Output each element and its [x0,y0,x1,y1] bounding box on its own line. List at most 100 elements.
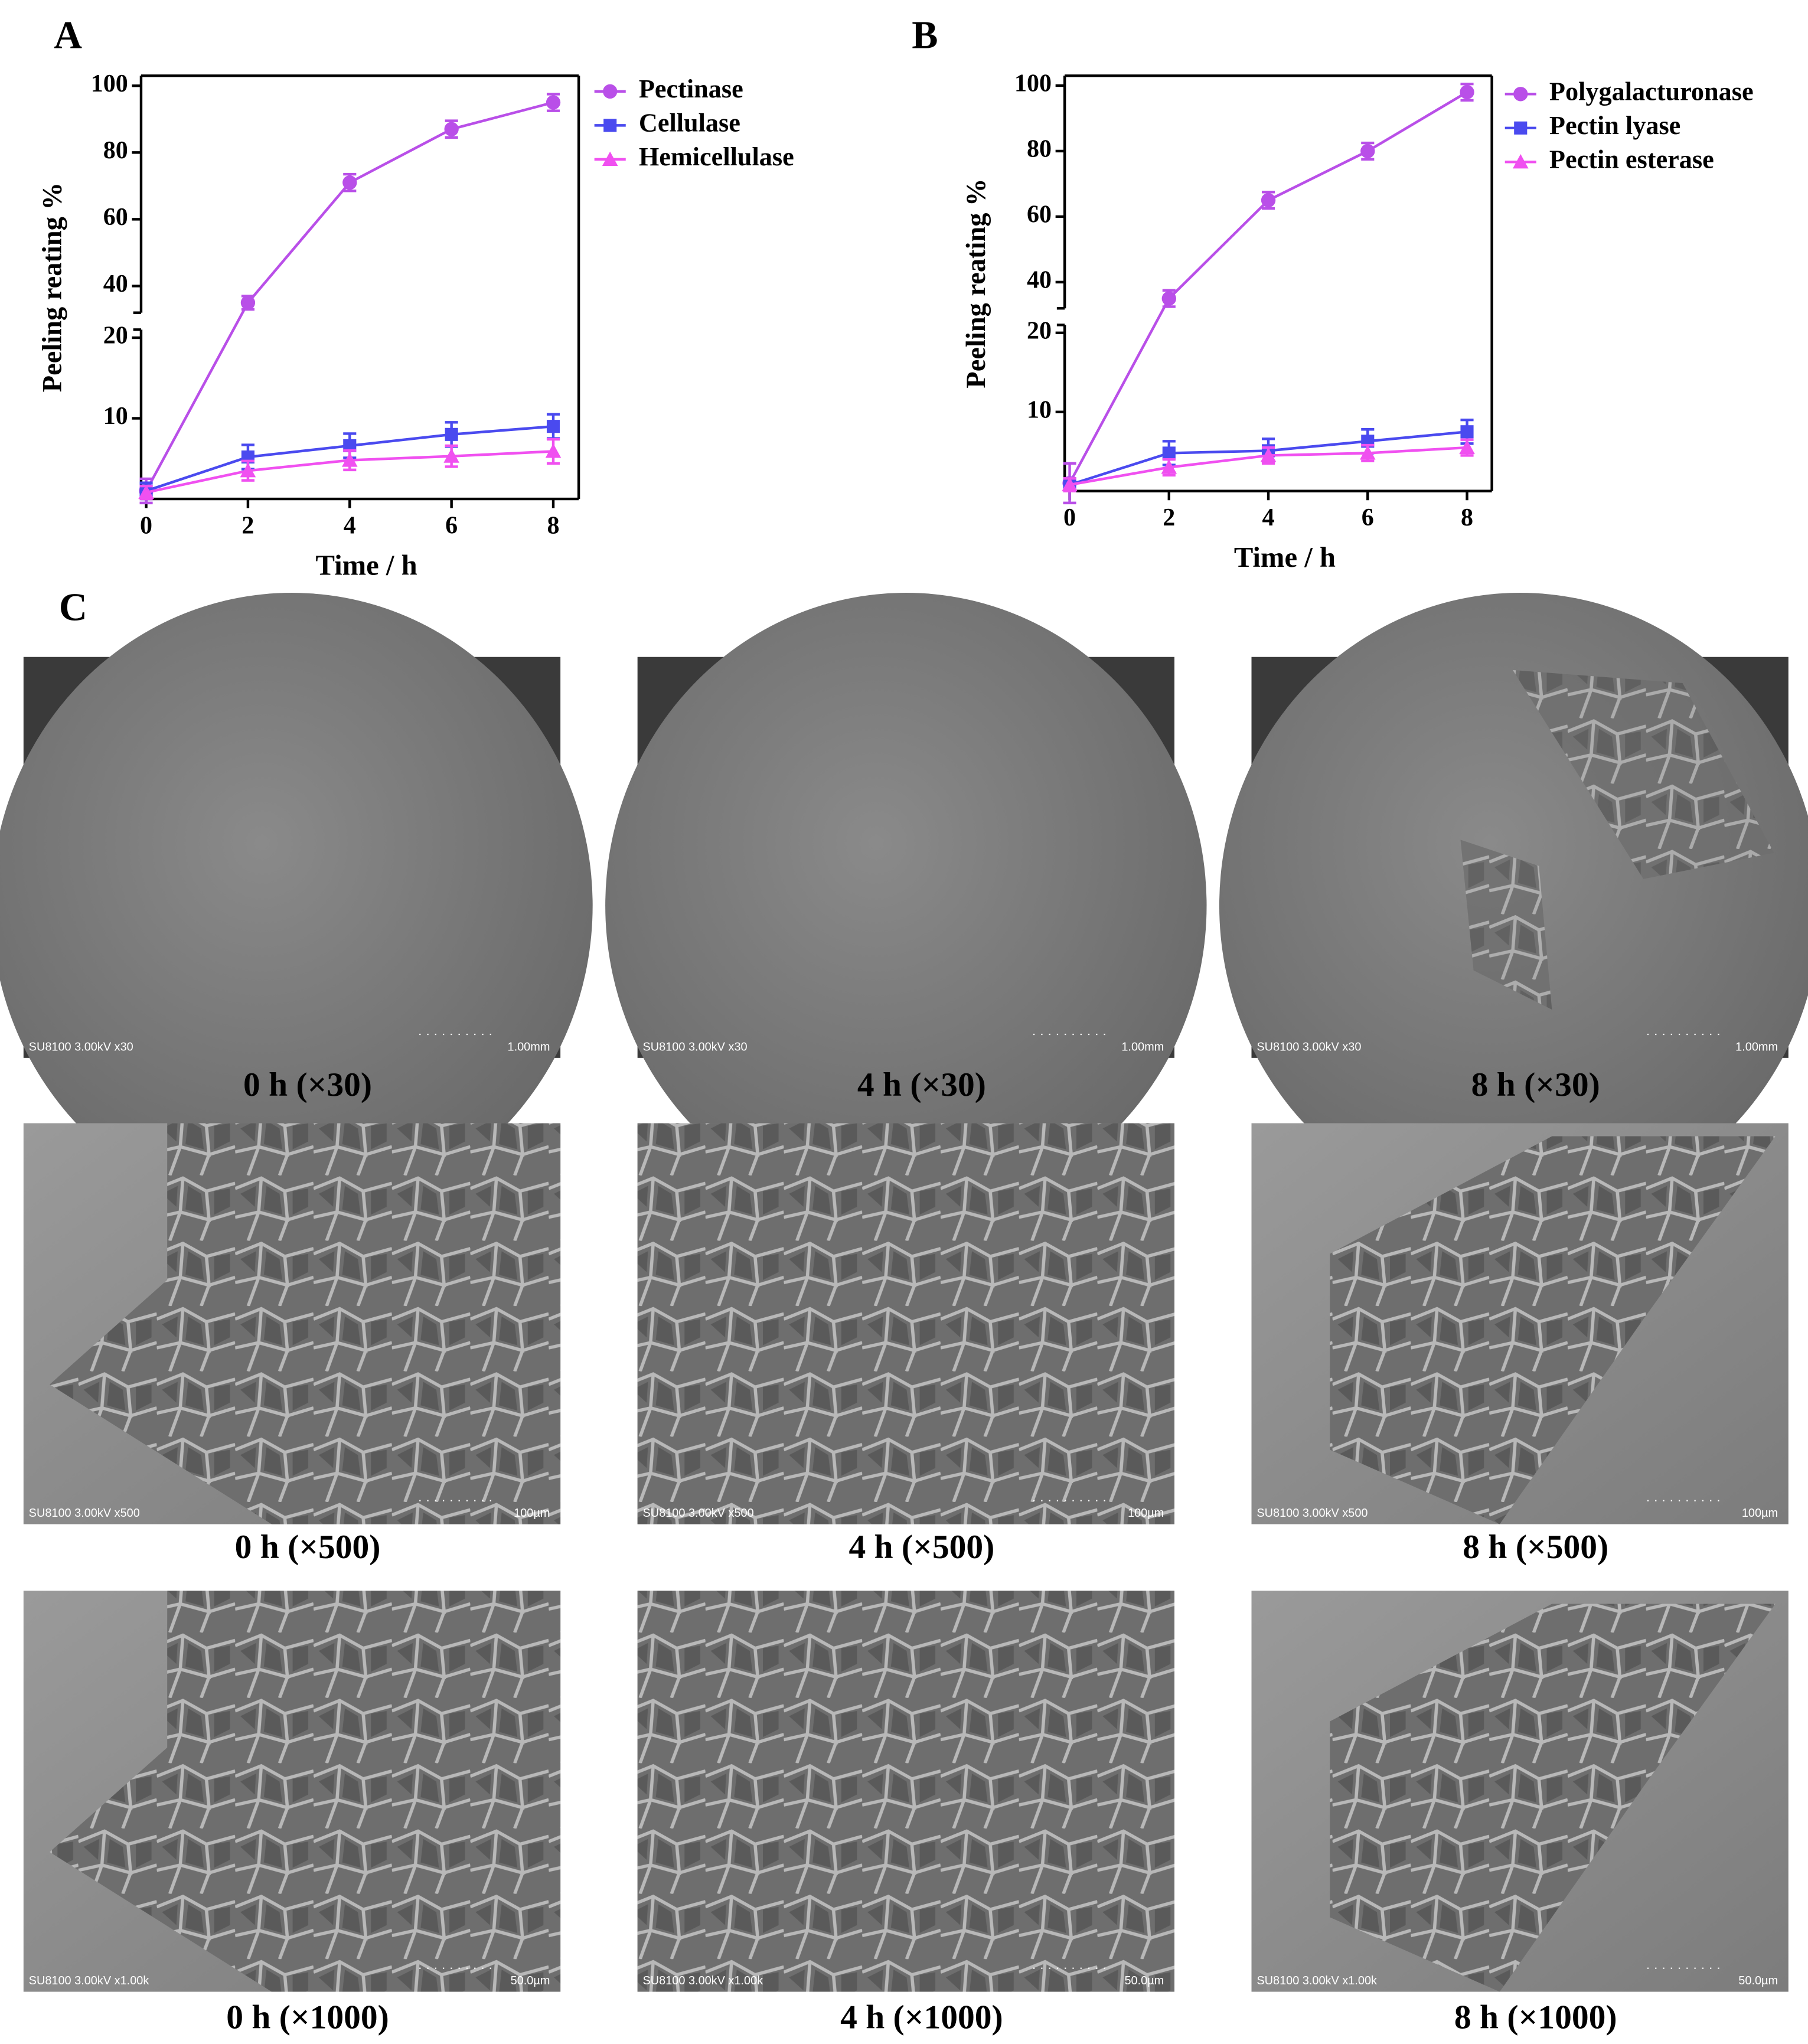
legend-marker [603,119,617,132]
legend-marker [1513,87,1528,102]
sem-cells [1330,1136,1776,1524]
marker [1460,425,1474,439]
marker [342,175,357,190]
marker [444,122,459,136]
marker [240,295,256,310]
sem-caption: 8 h (×500) [1463,1529,1608,1566]
sem-caption: 4 h (×1000) [840,1999,1003,2036]
sem-scale: 50.0µm [1124,1974,1164,1987]
y-tick-label: 100 [91,70,128,97]
sem-image: SU8100 3.00kV x30 1.00mm 4 h (×30) [605,593,1207,1219]
legend-marker [603,84,618,99]
series-line [1068,91,1468,484]
legend-marker [1512,154,1529,169]
x-tick-label: 2 [1163,504,1175,531]
marker [1260,448,1277,462]
marker [1360,445,1376,460]
sem-caption: 0 h (×500) [235,1529,381,1566]
x-axis-label: Time / h [1234,541,1336,573]
sem-info: SU8100 3.00kV x500 [1257,1507,1368,1520]
marker [1161,459,1177,474]
sem-scale: 50.0µm [511,1974,550,1987]
x-tick-label: 4 [344,512,356,539]
sem-caption: 8 h (×1000) [1454,1999,1617,2036]
marker [138,484,154,499]
x-tick-label: 0 [140,512,152,539]
sem-caption: 0 h (×30) [243,1066,372,1103]
y-tick-label: 20 [1027,317,1052,344]
marker [1460,84,1474,100]
marker [546,420,560,433]
marker [342,452,358,467]
sem-cells [1330,1604,1776,1992]
sem-info: SU8100 3.00kV x1.00k [1257,1974,1377,1987]
marker [443,448,459,463]
sem-image: SU8100 3.00kV x500 100µm 4 h (×500) [637,1123,1174,1566]
sem-image: SU8100 3.00kV x1.00k 50.0µm 4 h (×1000) [637,1591,1174,2036]
x-tick-label: 8 [547,512,560,539]
sem-image: SU8100 3.00kV x1.00k 50.0µm 0 h (×1000) [23,1591,561,2036]
y-tick-label: 10 [1027,396,1052,423]
x-tick-label: 8 [1461,504,1473,531]
y-tick-label: 80 [103,137,128,164]
y-tick-label: 40 [1027,266,1052,293]
sem-scale: 100µm [514,1507,550,1520]
marker [1062,476,1078,492]
y-tick-label: 60 [103,204,128,231]
sem-sphere [605,593,1207,1219]
sem-scale: 100µm [1128,1507,1164,1520]
sem-image: SU8100 3.00kV x1.00k 50.0µm 8 h (×1000) [1251,1591,1789,2036]
legend-label: Pectinase [639,74,743,103]
marker [1459,439,1475,455]
sem-scale: 1.00mm [508,1040,550,1053]
marker [343,439,357,452]
y-axis-label: Peeling reating % [38,182,68,392]
sem-cells [50,1591,561,1992]
sem-info: SU8100 3.00kV x30 [643,1040,748,1053]
legend-label: Polygalacturonase [1549,77,1754,106]
marker [1161,291,1176,306]
sem-scale: 1.00mm [1121,1040,1164,1053]
marker [240,462,256,478]
sem-peel [1460,670,1774,1010]
sem-image: SU8100 3.00kV x500 100µm 0 h (×500) [23,1123,561,1566]
marker [445,427,458,441]
y-tick-label: 80 [1027,136,1052,163]
sem-caption: 8 h (×30) [1471,1066,1600,1103]
sem-image: SU8100 3.00kV x30 1.00mm 8 h (×30) [1219,593,1808,1219]
sem-sphere [0,593,593,1219]
x-tick-label: 6 [1362,504,1374,531]
x-tick-label: 0 [1063,504,1076,531]
legend-label: Pectin esterase [1549,145,1714,174]
legend-marker [1514,121,1528,135]
y-tick-label: 20 [103,322,128,350]
sem-scale: 100µm [1742,1507,1778,1520]
legend-marker [602,151,618,166]
y-tick-label: 40 [103,270,128,298]
x-tick-label: 6 [445,512,458,539]
panel-label: B [912,14,938,57]
sem-cells [637,1591,1174,1992]
marker [1261,192,1276,208]
sem-info: SU8100 3.00kV x1.00k [29,1974,149,1987]
marker [545,443,562,458]
sem-scale: 1.00mm [1735,1040,1778,1053]
sem-info: SU8100 3.00kV x1.00k [643,1974,763,1987]
sem-info: SU8100 3.00kV x30 [1257,1040,1361,1053]
sem-cells [50,1123,561,1524]
x-tick-label: 2 [241,512,254,539]
sem-scale: 50.0µm [1738,1974,1778,1987]
chart: 10 20 40 60 80 100 0 2 4 6 8 Time / h Peeling reatin… [38,70,794,582]
marker [1162,446,1176,460]
sem-image: SU8100 3.00kV x500 100µm 8 h (×500) [1251,1123,1789,1566]
chart: 10 20 40 60 80 100 0 2 4 6 8 Time / h Peeling reatin… [961,70,1754,574]
y-tick-label: 60 [1027,201,1052,228]
sem-image: SU8100 3.00kV x30 1.00mm 0 h (×30) [0,593,593,1219]
x-tick-label: 4 [1262,504,1275,531]
sem-caption: 4 h (×30) [857,1066,986,1103]
panel-label: A [54,14,82,57]
sem-caption: 4 h (×500) [848,1529,994,1566]
y-tick-label: 10 [103,403,128,430]
